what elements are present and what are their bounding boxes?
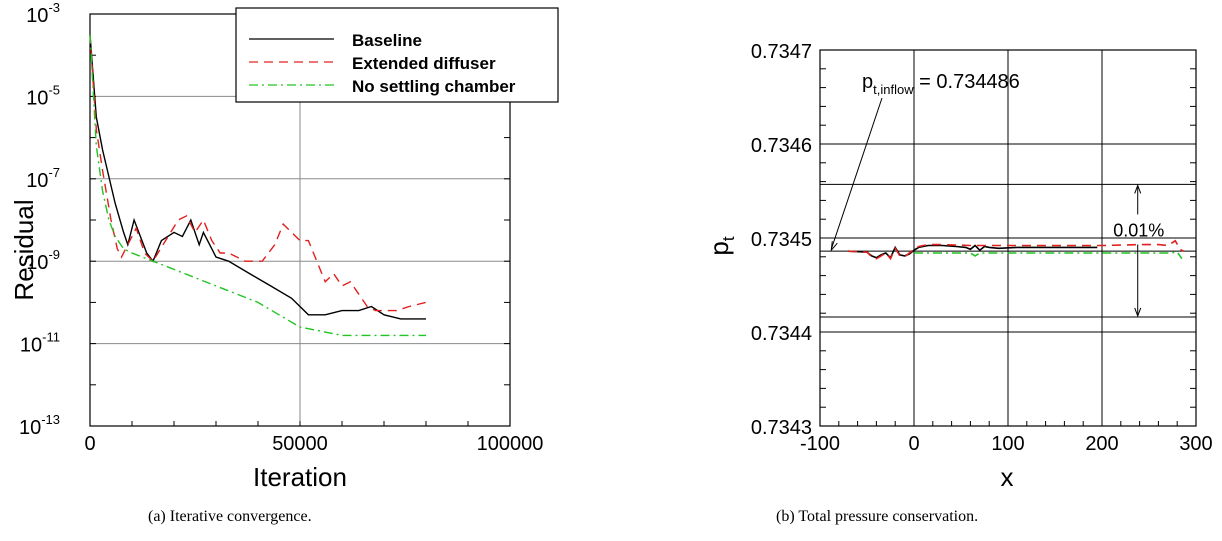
x-tick-label: 50000 <box>272 433 328 455</box>
y-tick-exponent: -11 <box>42 330 60 345</box>
y-tick-exponent: -13 <box>41 412 60 427</box>
legend: Baseline Extended diffuser No settling c… <box>235 7 559 103</box>
y-tick-label: 0.7344 <box>751 323 812 345</box>
x-axis-label: x <box>1001 462 1014 492</box>
x-tick-label: 300 <box>1179 433 1212 455</box>
legend-label-baseline: Baseline <box>352 31 422 50</box>
annotation-symbol: p <box>862 71 873 93</box>
y-tick-base: 10 <box>19 417 41 439</box>
legend-label-extended-diffuser: Extended diffuser <box>352 54 496 73</box>
tolerance-band: 0.01% <box>820 183 1196 318</box>
series-lines <box>89 34 427 337</box>
band-arrowhead-upper <box>1134 183 1142 194</box>
inflow-annotation: pt,inflow = 0.734486 <box>830 71 1020 252</box>
annotation-leader <box>830 97 883 250</box>
plot-frame <box>819 49 1197 427</box>
pressure-chart: 0.01% -100 0 100 200 300 0.7343 0.7344 0.7345 0.… <box>704 41 1213 492</box>
y-tick-label: 10-13 <box>19 412 60 439</box>
y-tick-base: 10 <box>26 87 48 109</box>
caption-pressure: (b) Total pressure conservation. <box>776 508 979 525</box>
band-label: 0.01% <box>1113 220 1164 240</box>
annotation-text: pt,inflow = 0.734486 <box>862 71 1020 97</box>
series-line-2 <box>914 251 1183 260</box>
legend-box <box>235 7 559 103</box>
x-tick-label: 0 <box>84 433 95 455</box>
y-axis-symbol: p <box>704 241 734 255</box>
y-axis-label: Residual <box>9 199 39 300</box>
y-tick-label: 10-5 <box>26 82 60 109</box>
x-tick-label: 100000 <box>477 433 544 455</box>
y-tick-label: 0.7345 <box>751 229 812 251</box>
y-tick-exponent: -9 <box>48 247 60 262</box>
x-tick-label: 200 <box>1085 433 1118 455</box>
tick-labels: -100 0 100 200 300 0.7343 0.7344 0.7345 0.7346 0.… <box>751 41 1213 455</box>
y-tick-base: 10 <box>20 335 42 357</box>
series-line-2 <box>89 34 426 337</box>
y-tick-base: 10 <box>26 170 48 192</box>
annotation-value: = 0.734486 <box>914 71 1020 93</box>
series-line-1 <box>848 239 1185 261</box>
series-lines <box>848 239 1185 261</box>
y-tick-exponent: -7 <box>48 165 60 180</box>
caption-convergence: (a) Iterative convergence. <box>148 508 312 525</box>
legend-label-no-settling-chamber: No settling chamber <box>352 77 516 96</box>
x-tick-label: 0 <box>908 433 919 455</box>
x-tick-label: 100 <box>991 433 1024 455</box>
annotation-arrowhead <box>830 241 838 252</box>
series-line-0 <box>89 34 426 320</box>
y-tick-label: 0.7346 <box>751 135 812 157</box>
x-tick-label: -100 <box>800 433 840 455</box>
y-tick-label: 0.7343 <box>751 417 812 439</box>
series-line-1 <box>89 34 427 312</box>
y-tick-label: 10-7 <box>26 165 60 192</box>
y-axis-subscript: t <box>719 236 738 241</box>
y-axis-label: pt <box>704 236 738 255</box>
y-tick-exponent: -5 <box>48 82 60 97</box>
y-tick-base: 10 <box>26 5 48 27</box>
grid <box>820 50 1196 426</box>
y-tick-label: 10-3 <box>26 0 60 27</box>
y-tick-label: 0.7347 <box>751 41 812 63</box>
annotation-subscript: t,inflow <box>873 82 914 97</box>
y-tick-base: 10 <box>26 252 48 274</box>
minor-ticks <box>820 68 1196 426</box>
band-arrowhead-lower <box>1134 307 1142 318</box>
y-tick-exponent: -3 <box>48 0 60 15</box>
y-tick-label: 10-11 <box>20 330 60 357</box>
y-tick-label: 10-9 <box>26 247 60 274</box>
x-axis-label: Iteration <box>253 462 347 492</box>
